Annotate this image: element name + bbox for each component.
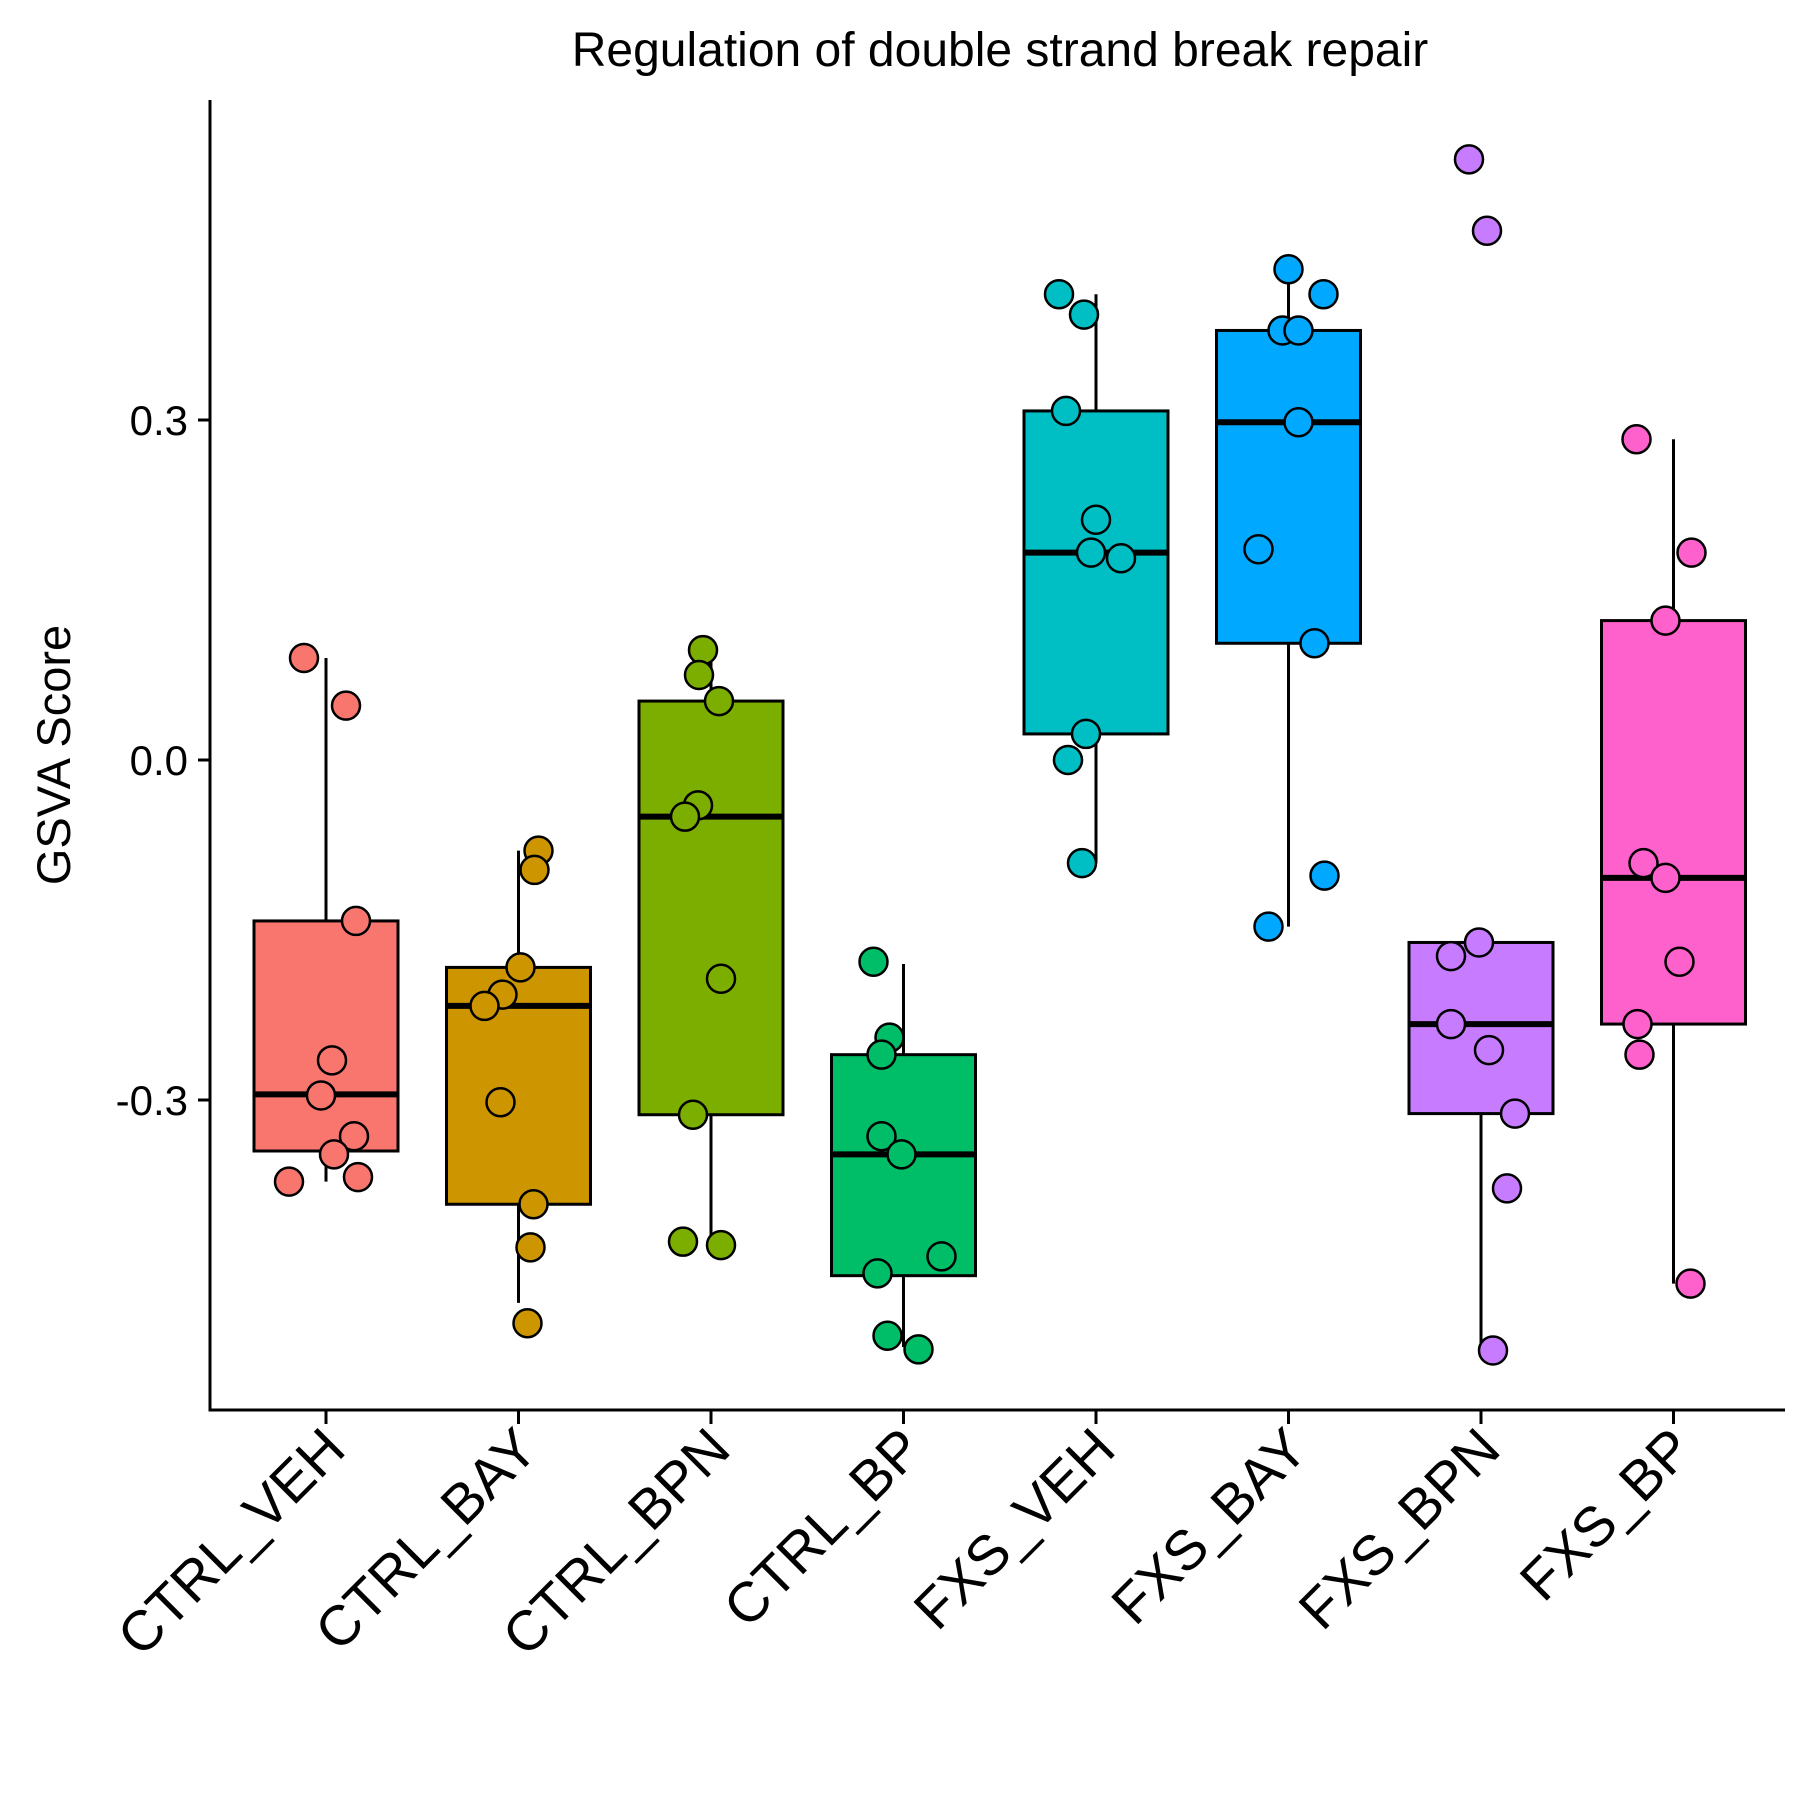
data-point <box>677 1099 709 1130</box>
box-group-ctrl-bpn <box>637 634 785 1261</box>
data-point <box>1676 537 1707 568</box>
data-point <box>1453 144 1485 175</box>
box-group-fxs-bp <box>1600 424 1747 1299</box>
data-point <box>515 1232 546 1263</box>
data-point <box>316 1045 348 1076</box>
box <box>637 699 785 1117</box>
data-point <box>1243 533 1274 565</box>
data-point <box>338 1121 370 1152</box>
box-group-fxs-bpn <box>1407 144 1555 1366</box>
box-group-ctrl-veh <box>252 642 400 1197</box>
data-point <box>288 642 320 674</box>
data-point <box>1043 278 1075 310</box>
data-point <box>705 963 737 994</box>
data-point <box>1283 315 1314 346</box>
data-point <box>505 952 536 983</box>
box-group-fxs-veh <box>1022 278 1170 879</box>
data-point <box>687 634 719 666</box>
data-point <box>518 1189 549 1220</box>
data-point <box>1650 862 1681 894</box>
data-point <box>1435 940 1467 972</box>
data-point <box>1664 946 1695 977</box>
data-point <box>340 905 372 937</box>
data-point <box>485 1087 516 1118</box>
y-tick-label: 0.3 <box>130 397 188 444</box>
chart-title: Regulation of double strand break repair <box>572 24 1429 77</box>
data-point <box>273 1166 305 1197</box>
data-point <box>1052 744 1084 776</box>
data-point <box>683 659 715 691</box>
x-tick-label: FXS_BP <box>1508 1416 1704 1612</box>
data-point <box>305 1080 337 1111</box>
data-point <box>1650 605 1681 636</box>
data-point <box>926 1241 957 1272</box>
box <box>1215 328 1362 645</box>
data-point <box>886 1139 917 1170</box>
data-point <box>858 946 889 977</box>
box <box>252 919 400 1153</box>
data-point <box>1105 543 1137 574</box>
data-point <box>342 1161 374 1193</box>
y-tick-label: 0.0 <box>130 737 188 784</box>
data-point <box>1463 927 1495 958</box>
data-point <box>1491 1173 1523 1204</box>
data-point <box>1622 1008 1653 1040</box>
x-tick-label: FXS_VEH <box>901 1416 1126 1641</box>
data-point <box>318 1139 350 1170</box>
data-point <box>1309 860 1340 891</box>
box <box>1407 940 1555 1116</box>
plot-area: -0.30.00.3CTRL_VEHCTRL_BAYCTRL_BPNCTRL_B… <box>105 100 1785 1667</box>
data-point <box>1050 395 1082 427</box>
data-point <box>1283 407 1314 438</box>
data-point <box>703 685 735 717</box>
data-point <box>1273 254 1304 285</box>
y-tick-label: -0.3 <box>116 1077 188 1124</box>
data-point <box>1477 1335 1509 1366</box>
data-point <box>1299 628 1330 659</box>
data-point <box>1624 1039 1655 1070</box>
data-point <box>866 1121 897 1152</box>
data-point <box>1070 718 1102 750</box>
data-point <box>1435 1008 1467 1040</box>
box <box>1022 409 1170 736</box>
data-point <box>1499 1098 1531 1129</box>
data-point <box>1621 424 1652 455</box>
x-tick-label: FXS_BAY <box>1099 1416 1319 1636</box>
x-tick-label: FXS_BPN <box>1286 1416 1511 1641</box>
data-point <box>1675 1268 1706 1299</box>
data-point <box>1471 215 1503 246</box>
data-point <box>1075 537 1107 568</box>
data-point <box>330 690 362 721</box>
data-point <box>903 1334 934 1365</box>
data-point <box>512 1308 543 1339</box>
data-point <box>1473 1034 1505 1066</box>
data-point <box>1253 911 1284 942</box>
data-point <box>862 1258 893 1289</box>
y-axis-label: GSVA Score <box>27 625 80 885</box>
data-point <box>669 801 701 832</box>
data-point <box>667 1226 699 1257</box>
box <box>445 965 592 1206</box>
box-group-fxs-bay <box>1215 254 1362 942</box>
data-point <box>1066 847 1098 879</box>
data-point <box>705 1229 737 1261</box>
data-point <box>469 990 500 1022</box>
data-point <box>1080 504 1112 535</box>
box-group-ctrl-bay <box>445 835 592 1339</box>
data-point <box>1068 299 1100 330</box>
data-point <box>1628 847 1659 879</box>
x-tick-label: CTRL_BP <box>711 1416 934 1639</box>
data-point <box>872 1320 903 1351</box>
box-group-ctrl-bp <box>830 946 977 1365</box>
data-point <box>1308 278 1339 310</box>
data-point <box>866 1039 897 1070</box>
data-point <box>519 854 550 886</box>
